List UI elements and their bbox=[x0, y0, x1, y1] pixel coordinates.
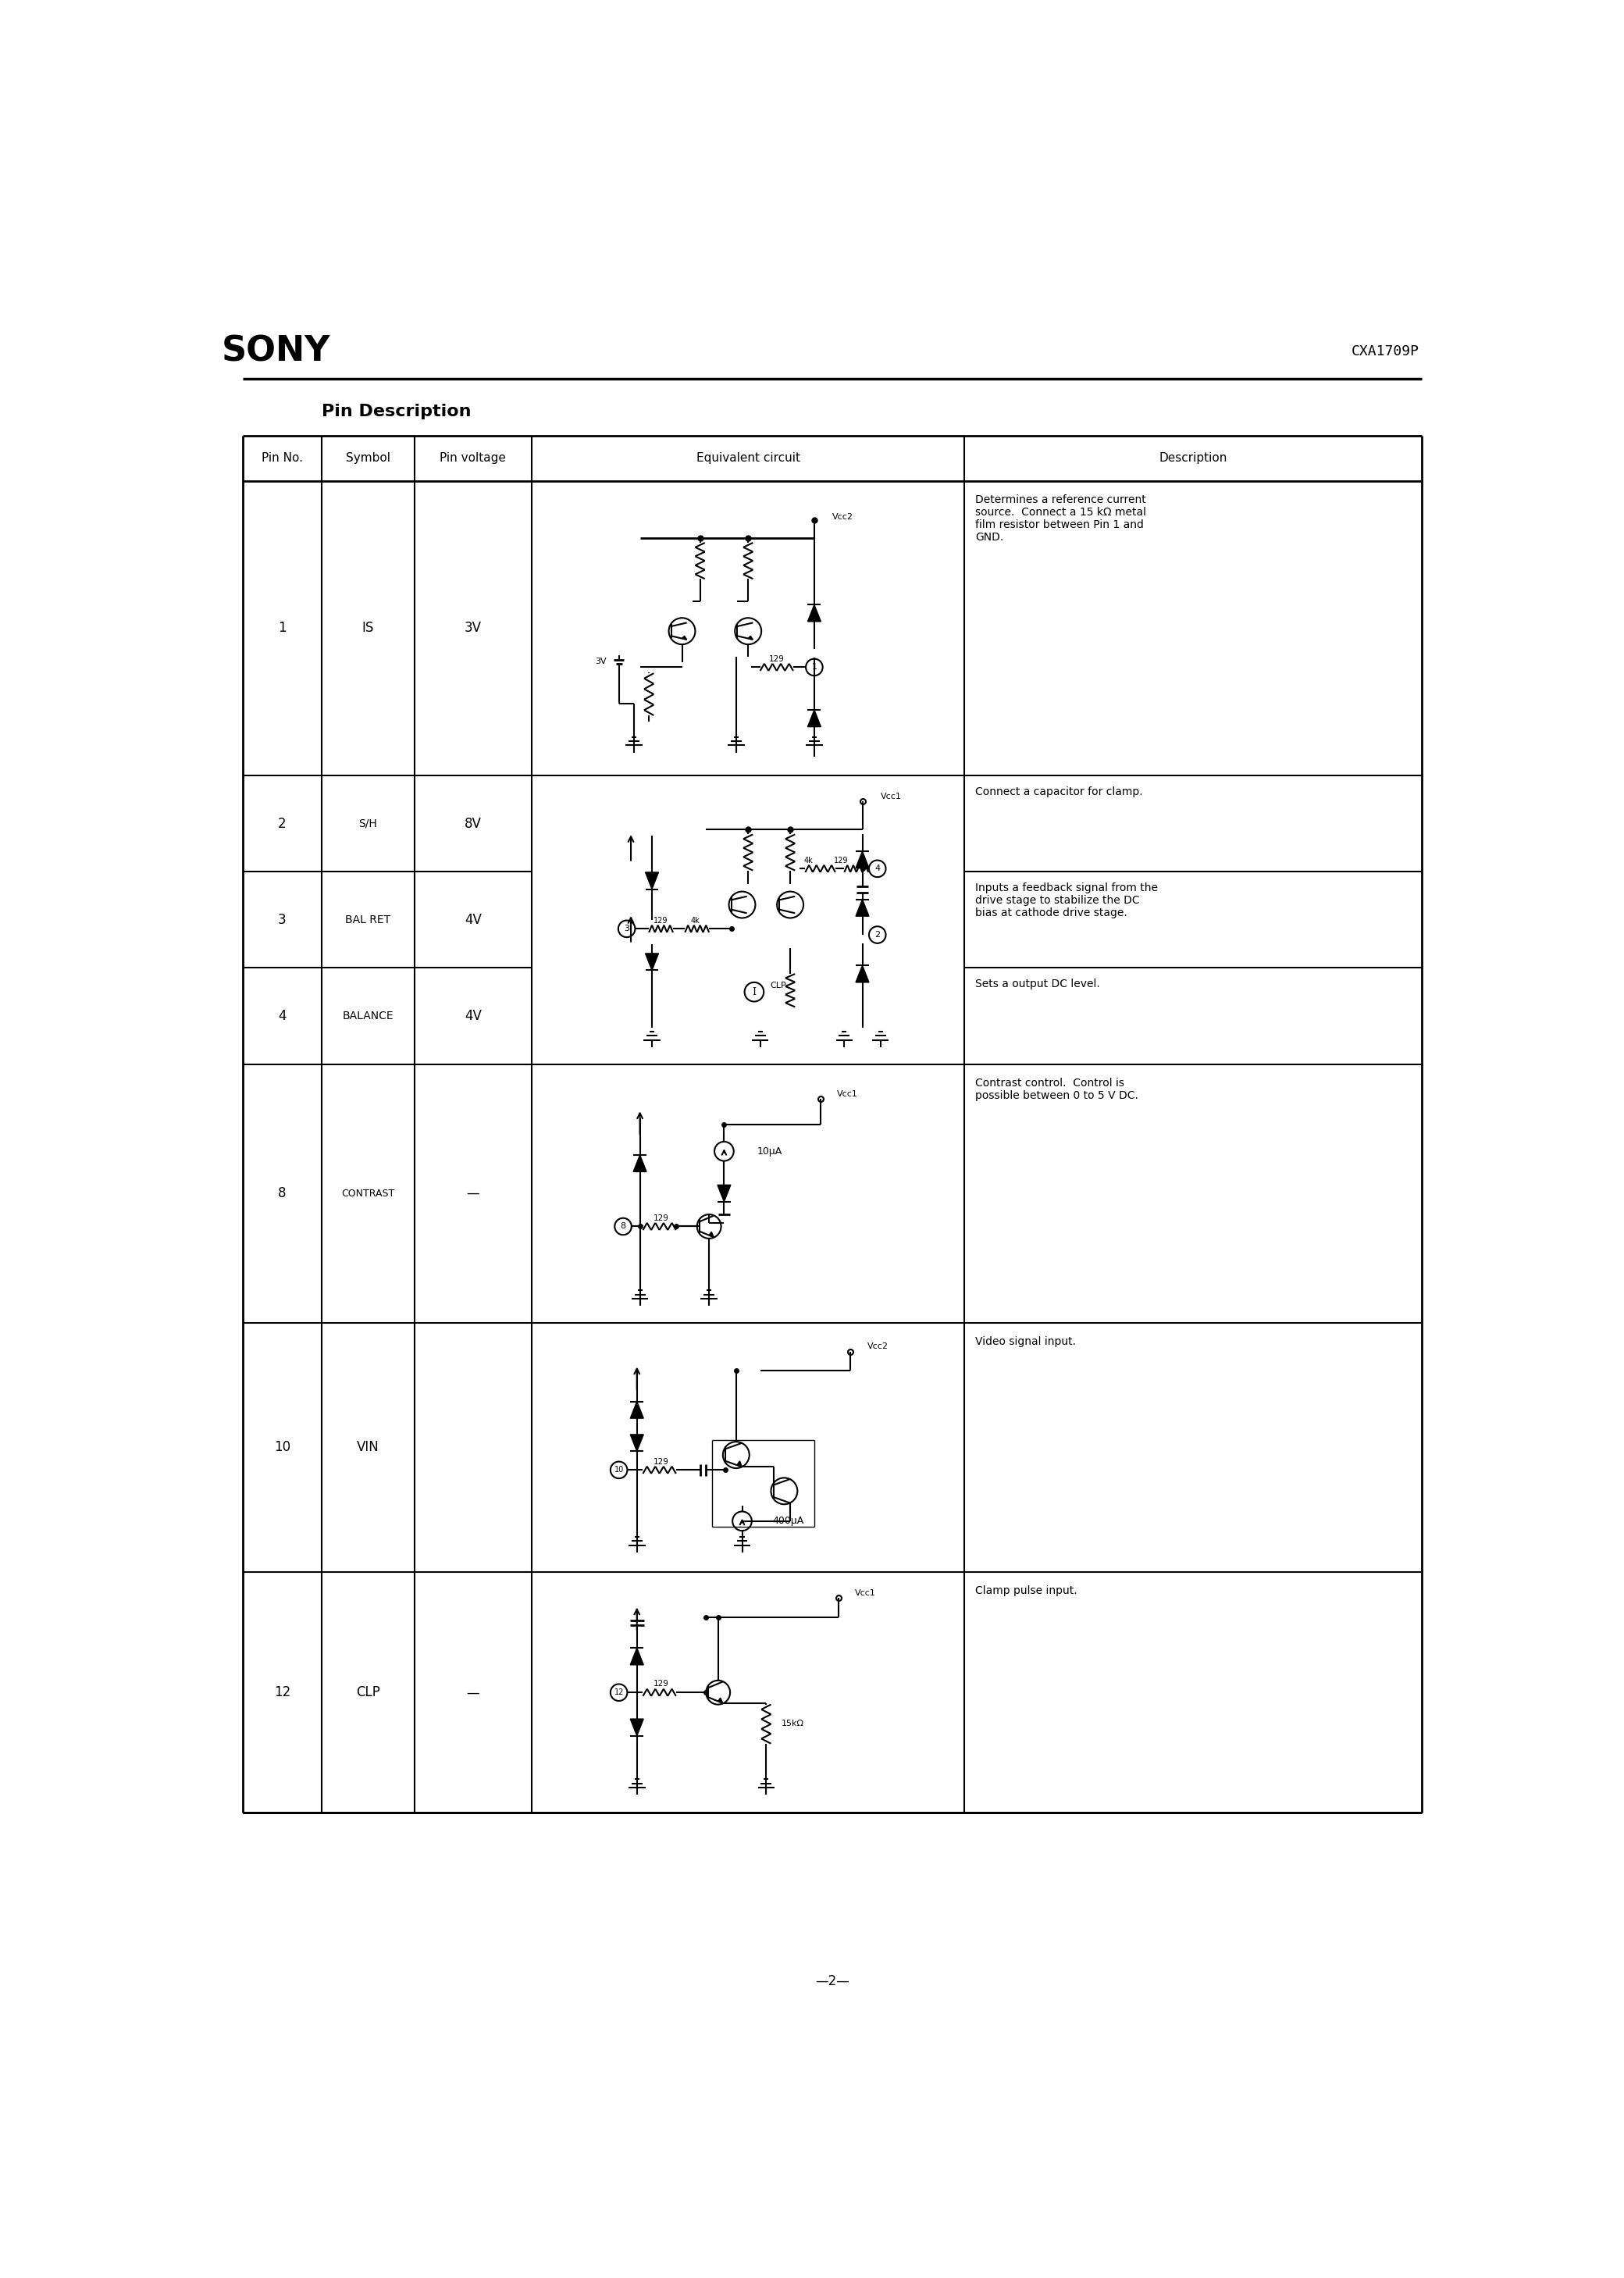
Text: Vcc2: Vcc2 bbox=[833, 513, 853, 522]
Text: 8V: 8V bbox=[464, 816, 482, 831]
Text: I: I bbox=[752, 986, 757, 998]
Text: SONY: SONY bbox=[222, 335, 331, 369]
Text: CXA1709P: CXA1709P bbox=[1351, 344, 1419, 358]
Text: 2: 2 bbox=[278, 816, 286, 831]
Text: 10: 10 bbox=[614, 1467, 624, 1474]
Text: CLP: CLP bbox=[356, 1686, 380, 1699]
Text: 12: 12 bbox=[274, 1686, 291, 1699]
Text: 4k: 4k bbox=[804, 857, 814, 863]
Text: 3: 3 bbox=[278, 913, 286, 927]
Text: Equivalent circuit: Equivalent circuit bbox=[697, 453, 801, 465]
Text: 4k: 4k bbox=[690, 916, 700, 925]
Text: 3: 3 bbox=[624, 925, 630, 932]
Polygon shape bbox=[630, 1647, 643, 1665]
Text: Vcc1: Vcc1 bbox=[856, 1590, 875, 1597]
Text: Sets a output DC level.: Sets a output DC level. bbox=[976, 980, 1099, 989]
Polygon shape bbox=[737, 1460, 742, 1467]
Polygon shape bbox=[807, 604, 820, 622]
Polygon shape bbox=[645, 954, 659, 970]
Text: S/H: S/H bbox=[359, 818, 377, 829]
Polygon shape bbox=[682, 636, 687, 640]
Text: 129: 129 bbox=[653, 1214, 669, 1221]
Text: Description: Description bbox=[1160, 453, 1228, 465]
Text: 10μA: 10μA bbox=[757, 1146, 783, 1157]
Text: 3V: 3V bbox=[596, 658, 607, 665]
Text: 12: 12 bbox=[614, 1688, 624, 1697]
Text: 8: 8 bbox=[278, 1187, 286, 1201]
Polygon shape bbox=[630, 1720, 643, 1736]
Text: 4V: 4V bbox=[464, 913, 482, 927]
Polygon shape bbox=[749, 636, 754, 640]
Text: —2—: —2— bbox=[815, 1975, 849, 1989]
Text: Clamp pulse input.: Clamp pulse input. bbox=[976, 1585, 1077, 1597]
Polygon shape bbox=[645, 872, 659, 888]
Polygon shape bbox=[807, 711, 820, 727]
Text: BAL RET: BAL RET bbox=[346, 913, 390, 925]
Text: 1: 1 bbox=[812, 663, 817, 672]
Polygon shape bbox=[630, 1435, 643, 1451]
Polygon shape bbox=[630, 1401, 643, 1419]
Text: 10: 10 bbox=[274, 1440, 291, 1453]
Text: Determines a reference current
source.  Connect a 15 kΩ metal
film resistor betw: Determines a reference current source. C… bbox=[976, 494, 1147, 542]
Text: 129: 129 bbox=[770, 654, 784, 663]
Text: Vcc2: Vcc2 bbox=[867, 1342, 888, 1351]
Text: Symbol: Symbol bbox=[346, 453, 390, 465]
Text: BALANCE: BALANCE bbox=[343, 1011, 393, 1021]
Text: Pin voltage: Pin voltage bbox=[440, 453, 507, 465]
Polygon shape bbox=[856, 900, 869, 916]
Text: —: — bbox=[466, 1686, 479, 1699]
Polygon shape bbox=[710, 1232, 715, 1237]
Text: 4: 4 bbox=[278, 1009, 286, 1023]
Text: VIN: VIN bbox=[357, 1440, 378, 1453]
Text: Video signal input.: Video signal input. bbox=[976, 1335, 1077, 1346]
Text: 8: 8 bbox=[620, 1223, 625, 1230]
Text: 4: 4 bbox=[875, 866, 880, 872]
Text: 129: 129 bbox=[654, 916, 667, 925]
Text: 129: 129 bbox=[835, 857, 849, 863]
Text: 2: 2 bbox=[875, 932, 880, 939]
Text: 15kΩ: 15kΩ bbox=[781, 1720, 804, 1727]
Text: 129: 129 bbox=[653, 1681, 669, 1688]
Text: CLP: CLP bbox=[770, 982, 786, 991]
Polygon shape bbox=[856, 852, 869, 868]
Polygon shape bbox=[856, 966, 869, 982]
Text: 1: 1 bbox=[278, 622, 286, 636]
Text: 4V: 4V bbox=[464, 1009, 482, 1023]
Text: Inputs a feedback signal from the
drive stage to stabilize the DC
bias at cathod: Inputs a feedback signal from the drive … bbox=[976, 882, 1158, 918]
Text: IS: IS bbox=[362, 622, 374, 636]
Text: 129: 129 bbox=[653, 1458, 669, 1465]
Text: Pin Description: Pin Description bbox=[322, 403, 471, 419]
Text: 400μA: 400μA bbox=[771, 1517, 804, 1526]
Polygon shape bbox=[718, 1185, 731, 1203]
Text: Vcc1: Vcc1 bbox=[880, 793, 901, 800]
Polygon shape bbox=[718, 1697, 723, 1704]
Text: Connect a capacitor for clamp.: Connect a capacitor for clamp. bbox=[976, 786, 1143, 797]
Text: Pin No.: Pin No. bbox=[261, 453, 304, 465]
Text: —: — bbox=[466, 1187, 479, 1201]
Polygon shape bbox=[633, 1155, 646, 1171]
Text: Vcc1: Vcc1 bbox=[836, 1091, 857, 1098]
Text: 3V: 3V bbox=[464, 622, 482, 636]
Text: Contrast control.  Control is
possible between 0 to 5 V DC.: Contrast control. Control is possible be… bbox=[976, 1077, 1138, 1100]
Text: CONTRAST: CONTRAST bbox=[341, 1189, 395, 1198]
